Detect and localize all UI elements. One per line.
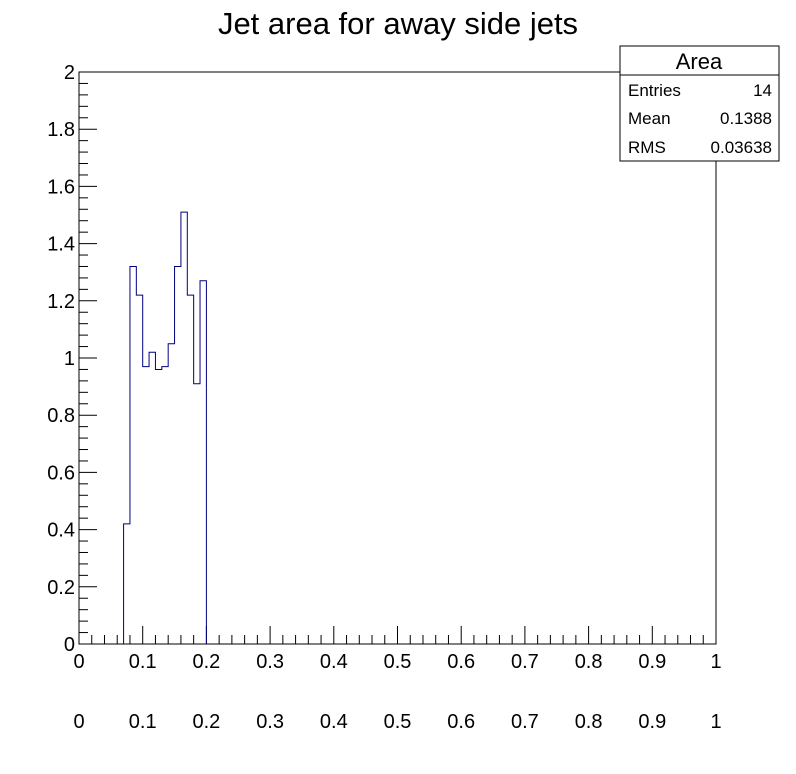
histogram-bin bbox=[149, 352, 155, 644]
x-tick-label: 1 bbox=[710, 651, 721, 673]
stats-box: Area Entries 14 Mean 0.1388 RMS 0.03638 bbox=[619, 45, 780, 162]
histogram-bin bbox=[168, 344, 174, 644]
stats-mean-value: 0.1388 bbox=[720, 109, 772, 128]
x-tick-label-ghost: 0.5 bbox=[384, 711, 412, 733]
chart-title: Jet area for away side jets bbox=[218, 6, 578, 41]
histogram-bin bbox=[130, 266, 136, 644]
histogram-bin bbox=[155, 369, 161, 644]
x-tick-label-ghost: 0.1 bbox=[129, 711, 157, 733]
stats-box-frame bbox=[619, 45, 780, 162]
histogram-outline bbox=[123, 211, 207, 644]
y-tick-label: 2 bbox=[64, 62, 75, 84]
histogram-bin bbox=[162, 367, 168, 644]
x-tick-label: 0.1 bbox=[129, 651, 157, 673]
stats-rms-label: RMS bbox=[628, 138, 666, 157]
y-tick-label: 1.2 bbox=[47, 291, 75, 313]
stats-title: Area bbox=[676, 49, 723, 74]
x-tick-label: 0.6 bbox=[447, 651, 475, 673]
y-tick-label: 0.4 bbox=[47, 520, 75, 542]
x-axis: 0 0.1 0.2 0.3 0.4 0.5 0.6 0.7 0.8 0.9 1 bbox=[73, 626, 722, 673]
y-tick-label: 0.6 bbox=[47, 462, 75, 484]
stats-entries-label: Entries bbox=[628, 81, 681, 100]
histogram-bin bbox=[194, 384, 200, 644]
y-tick-label: 1 bbox=[64, 348, 75, 370]
x-tick-label: 0 bbox=[73, 651, 84, 673]
x-tick-label-ghost: 0 bbox=[73, 711, 84, 733]
y-tick-label: 1.4 bbox=[47, 234, 75, 256]
y-tick-label: 0.8 bbox=[47, 405, 75, 427]
x-tick-label: 0.7 bbox=[511, 651, 539, 673]
histogram-bin bbox=[143, 367, 149, 644]
histogram-bin bbox=[175, 266, 181, 644]
histogram-bin bbox=[124, 524, 130, 644]
histogram-bin bbox=[136, 295, 142, 644]
x-tick-label-ghost: 0.8 bbox=[575, 711, 603, 733]
x-tick-label: 0.2 bbox=[192, 651, 220, 673]
histogram-bin bbox=[187, 295, 193, 644]
x-tick-label: 0.3 bbox=[256, 651, 284, 673]
x-axis-ghost-labels: 0 0.1 0.2 0.3 0.4 0.5 0.6 0.7 0.8 0.9 1 bbox=[73, 711, 721, 733]
x-tick-label-ghost: 0.7 bbox=[511, 711, 539, 733]
x-tick-label-ghost: 0.2 bbox=[192, 711, 220, 733]
y-tick-label: 0 bbox=[64, 634, 75, 656]
stats-rms-value: 0.03638 bbox=[711, 138, 772, 157]
x-tick-label: 0.8 bbox=[575, 651, 603, 673]
x-tick-label-ghost: 0.6 bbox=[447, 711, 475, 733]
stats-entries-value: 14 bbox=[753, 81, 772, 100]
y-axis: 0 0.2 0.4 0.6 0.8 1 1.2 1.4 1.6 1.8 2 bbox=[47, 62, 97, 656]
x-tick-label-ghost: 0.4 bbox=[320, 711, 348, 733]
x-tick-label-ghost: 1 bbox=[710, 711, 721, 733]
x-tick-label-ghost: 0.9 bbox=[638, 711, 666, 733]
x-tick-label-ghost: 0.3 bbox=[256, 711, 284, 733]
stats-mean-label: Mean bbox=[628, 109, 671, 128]
x-tick-label: 0.9 bbox=[638, 651, 666, 673]
x-tick-label: 0.5 bbox=[384, 651, 412, 673]
y-tick-label: 1.8 bbox=[47, 119, 75, 141]
x-tick-label: 0.4 bbox=[320, 651, 348, 673]
y-tick-label: 1.6 bbox=[47, 176, 75, 198]
histogram-bin bbox=[200, 281, 206, 644]
y-tick-label: 0.2 bbox=[47, 577, 75, 599]
histogram-bin bbox=[181, 212, 187, 644]
